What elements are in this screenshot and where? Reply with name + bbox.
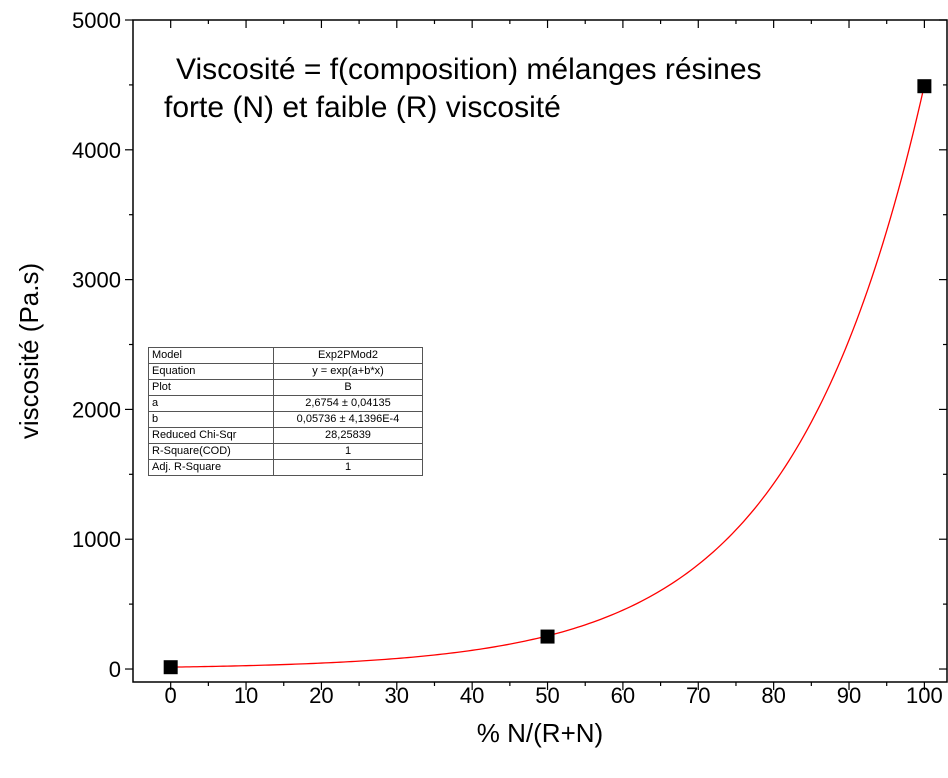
fit-table-value: 0,05736 ± 4,1396E-4 <box>273 411 423 428</box>
ticks <box>125 19 947 690</box>
x-tick-label: 90 <box>837 683 861 708</box>
x-axis-title: % N/(R+N) <box>477 718 603 748</box>
x-tick-label: 10 <box>234 683 258 708</box>
y-tick-label: 4000 <box>72 138 121 163</box>
fit-table-value: Exp2PMod2 <box>273 347 423 364</box>
fit-table-value: 1 <box>273 459 423 476</box>
chart-title-line-1: Viscosité = f(composition) mélanges rési… <box>176 53 762 86</box>
fit-table-row: Reduced Chi-Sqr 28,25839 <box>148 427 423 444</box>
fit-table-row: R-Square(COD) 1 <box>148 443 423 460</box>
y-tick-label: 3000 <box>72 268 121 293</box>
y-tick-label: 1000 <box>72 527 121 552</box>
chart-title-line-2: forte (N) et faible (R) viscosité <box>164 91 561 124</box>
fit-table-key: a <box>148 395 274 412</box>
fit-table-key: Adj. R-Square <box>148 459 274 476</box>
data-point-marker <box>540 629 555 644</box>
x-tick-label: 80 <box>761 683 785 708</box>
x-tick-label: 0 <box>165 683 177 708</box>
x-tick-label: 50 <box>535 683 559 708</box>
fit-table-row: Equation y = exp(a+b*x) <box>148 363 423 380</box>
x-tick-label: 60 <box>611 683 635 708</box>
x-tick-label: 100 <box>906 683 943 708</box>
fit-table-value: y = exp(a+b*x) <box>273 363 423 380</box>
fit-table-row: a 2,6754 ± 0,04135 <box>148 395 423 412</box>
fit-table-key: Model <box>148 347 274 364</box>
fit-results-table: Model Exp2PMod2 Equation y = exp(a+b*x) Plot… <box>148 347 423 476</box>
x-tick-label: 70 <box>686 683 710 708</box>
y-tick-label: 0 <box>109 657 121 682</box>
data-point-marker <box>163 660 178 675</box>
data-point-marker <box>917 79 932 94</box>
fit-table-value: 28,25839 <box>273 427 423 444</box>
fit-table-row: b 0,05736 ± 4,1396E-4 <box>148 411 423 428</box>
fit-table-row: Adj. R-Square 1 <box>148 459 423 476</box>
x-tick-label: 20 <box>309 683 333 708</box>
y-tick-label: 2000 <box>72 397 121 422</box>
x-tick-label: 30 <box>385 683 409 708</box>
fit-table-key: Equation <box>148 363 274 380</box>
fit-table-row: Plot B <box>148 379 423 396</box>
fit-table-value: 2,6754 ± 0,04135 <box>273 395 423 412</box>
fit-table-key: R-Square(COD) <box>148 443 274 460</box>
fit-table-key: Plot <box>148 379 274 396</box>
fit-table-value: B <box>273 379 423 396</box>
fit-table-key: Reduced Chi-Sqr <box>148 427 274 444</box>
tick-labels: 0 10 20 30 40 50 60 70 80 90 100010002000300040005… <box>72 8 943 708</box>
x-tick-label: 40 <box>460 683 484 708</box>
y-axis-title: viscosité (Pa.s) <box>14 263 44 439</box>
plot-frame <box>132 19 948 683</box>
fit-table-row: Model Exp2PMod2 <box>148 347 423 364</box>
fit-table-value: 1 <box>273 443 423 460</box>
y-tick-label: 5000 <box>72 8 121 33</box>
fit-table-key: b <box>148 411 274 428</box>
data-points <box>163 79 932 675</box>
